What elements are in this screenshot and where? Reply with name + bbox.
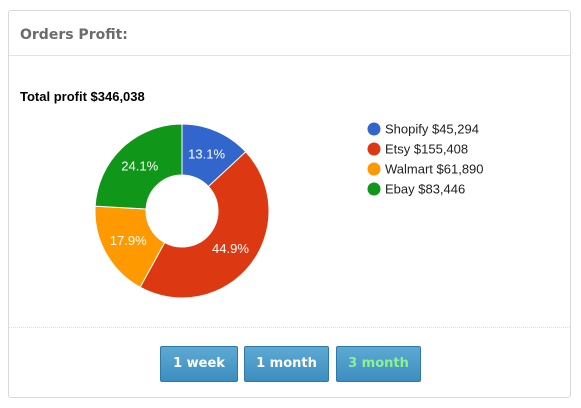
slice-ebay[interactable]	[94, 123, 183, 210]
legend-label-etsy: Etsy $155,408	[385, 142, 468, 157]
slice-etsy[interactable]	[139, 151, 270, 299]
donut-chart: 13.1% 44.9% 17.9% 24.1% Shopify $45,294 Etsy …	[94, 122, 484, 299]
legend-marker-walmart	[367, 162, 381, 176]
range-button-1-month[interactable]: 1 month	[244, 346, 329, 382]
total-profit-label: Total profit $346,038	[20, 89, 145, 104]
orders-profit-card: Orders Profit: Total profit $346,038 13.…	[8, 10, 571, 398]
slice-label-ebay: 24.1%	[121, 158, 158, 173]
card-header: Orders Profit:	[9, 11, 570, 56]
legend-marker-ebay	[367, 182, 381, 196]
range-button-1-week[interactable]: 1 week	[160, 346, 238, 382]
legend-label-walmart: Walmart $61,890	[385, 162, 484, 177]
card-title: Orders Profit:	[20, 27, 128, 43]
legend-marker-shopify	[367, 122, 381, 136]
range-button-3-month[interactable]: 3 month	[336, 346, 421, 382]
footer-divider	[9, 327, 570, 328]
slice-label-etsy: 44.9%	[212, 241, 249, 256]
legend-label-ebay: Ebay $83,446	[385, 182, 465, 197]
slice-label-walmart: 17.9%	[110, 233, 147, 248]
legend-marker-etsy	[367, 142, 381, 156]
legend-label-shopify: Shopify $45,294	[385, 122, 479, 137]
slice-label-shopify: 13.1%	[188, 147, 225, 162]
